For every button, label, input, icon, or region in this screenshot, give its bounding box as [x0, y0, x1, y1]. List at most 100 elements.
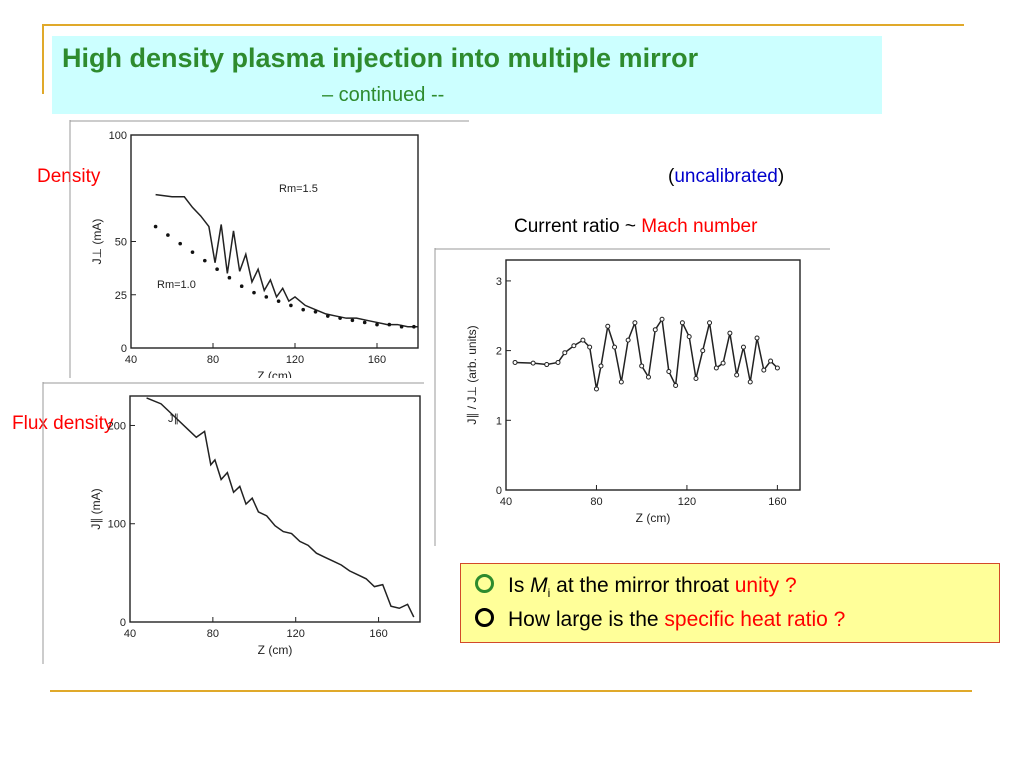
- data-point: [289, 303, 293, 308]
- slide-subtitle: – continued --: [322, 84, 445, 106]
- data-point: [562, 350, 568, 356]
- y-axis-label: J∥ (mA): [89, 488, 103, 529]
- data-point: [727, 330, 733, 336]
- y-tick-label: 3: [496, 276, 502, 288]
- data-point: [166, 233, 170, 237]
- density-label: Density: [37, 166, 101, 187]
- data-point: [239, 284, 244, 289]
- q1-highlight: unity ?: [734, 574, 797, 597]
- plot-frame: [505, 259, 801, 491]
- y-tick-label: 200: [108, 420, 126, 432]
- y-tick-label: 100: [108, 519, 126, 531]
- x-tick-label: 160: [369, 628, 387, 640]
- slide-title: High density plasma injection into multi…: [62, 43, 699, 73]
- y-axis-label: J⊥ (mA): [90, 219, 104, 265]
- data-point: [625, 337, 631, 343]
- x-tick-label: 80: [590, 496, 602, 508]
- q1-var: M: [530, 574, 548, 597]
- data-point: [774, 365, 780, 371]
- x-axis-label: Z (cm): [257, 369, 292, 378]
- series-annotation: Rm=1.5: [279, 183, 318, 195]
- q1-pre: Is: [508, 574, 531, 597]
- y-tick-label: 100: [109, 130, 127, 142]
- y-tick-label: 1: [496, 415, 502, 427]
- data-point: [399, 324, 404, 329]
- data-point: [350, 318, 355, 323]
- q2-pre: How large is the: [508, 608, 665, 631]
- data-point: [734, 372, 740, 378]
- data-point: [761, 367, 767, 373]
- data-point: [338, 316, 342, 320]
- paren-open: (: [668, 166, 675, 187]
- data-point: [652, 327, 658, 333]
- current-ratio-prefix: Current ratio ~: [514, 216, 642, 237]
- data-point: [740, 344, 746, 350]
- series-line: [515, 317, 778, 390]
- series-annotation: Rm=1.0: [157, 279, 196, 291]
- question-2: How large is the specific heat ratio ?: [475, 608, 845, 632]
- top-rule: [42, 24, 964, 26]
- data-point: [700, 348, 706, 354]
- data-point: [530, 360, 536, 366]
- x-tick-label: 80: [207, 354, 219, 366]
- data-point: [362, 320, 367, 325]
- flux-density-label: Flux density: [12, 413, 114, 434]
- x-tick-label: 120: [678, 496, 696, 508]
- data-point: [720, 360, 726, 366]
- data-point: [707, 320, 713, 326]
- x-axis-label: Z (cm): [636, 511, 671, 525]
- data-point: [612, 344, 618, 350]
- data-point: [153, 224, 158, 229]
- title-box: High density plasma injection into multi…: [52, 36, 882, 114]
- question-1: Is Mi at the mirror throat unity ?: [475, 574, 797, 600]
- circle-bullet-icon: [475, 608, 494, 627]
- x-tick-label: 40: [124, 628, 136, 640]
- data-point: [587, 344, 593, 350]
- data-point: [747, 379, 753, 385]
- ratio-chart: 40 80 120 160 0 1 2 3 Z (cm) J∥ / J⊥ (arb. units): [434, 248, 830, 546]
- plot-frame: [129, 395, 421, 623]
- paren-close: ): [777, 166, 785, 187]
- data-point: [326, 314, 330, 318]
- data-point: [754, 335, 760, 341]
- series-line: [146, 397, 415, 618]
- y-tick-label: 25: [115, 290, 127, 302]
- x-tick-label: 160: [768, 496, 786, 508]
- x-tick-label: 120: [286, 354, 304, 366]
- series-line: [155, 193, 418, 328]
- data-point: [375, 322, 379, 327]
- data-point: [605, 323, 611, 329]
- data-point: [512, 359, 518, 365]
- data-point: [203, 258, 207, 263]
- y-tick-label: 0: [121, 343, 127, 355]
- data-point: [555, 359, 561, 365]
- data-point: [693, 375, 699, 381]
- data-point: [387, 322, 392, 327]
- x-tick-label: 80: [207, 628, 219, 640]
- data-point: [544, 362, 550, 368]
- data-point: [673, 382, 679, 388]
- left-rule: [42, 24, 44, 94]
- uncalibrated-text: uncalibrated: [674, 166, 778, 187]
- data-point: [313, 309, 318, 314]
- density-chart: 40 80 120 160 0 25 50 100 Z (cm) J⊥ (mA) Rm=1.5 Rm=…: [69, 120, 469, 378]
- data-point: [598, 363, 604, 369]
- uncalibrated-label: (uncalibrated): [668, 166, 784, 188]
- x-axis-label: Z (cm): [258, 643, 293, 657]
- flux-chart: 40 80 120 160 0 100 200 Z (cm) J∥ (mA) J∥: [42, 382, 424, 664]
- data-point: [593, 386, 599, 392]
- data-point: [264, 295, 269, 299]
- y-tick-label: 0: [120, 617, 126, 629]
- data-point: [215, 267, 219, 271]
- x-tick-label: 40: [125, 354, 137, 366]
- x-tick-label: 120: [287, 628, 305, 640]
- mach-number-text: Mach number: [641, 216, 758, 237]
- current-ratio-label: Current ratio ~ Mach number: [514, 216, 757, 238]
- data-point: [632, 320, 638, 326]
- data-point: [178, 241, 182, 246]
- x-tick-label: 40: [500, 496, 512, 508]
- q1-sub: i: [547, 586, 551, 601]
- data-point: [301, 307, 305, 312]
- bottom-rule: [50, 690, 972, 692]
- data-point: [645, 374, 651, 380]
